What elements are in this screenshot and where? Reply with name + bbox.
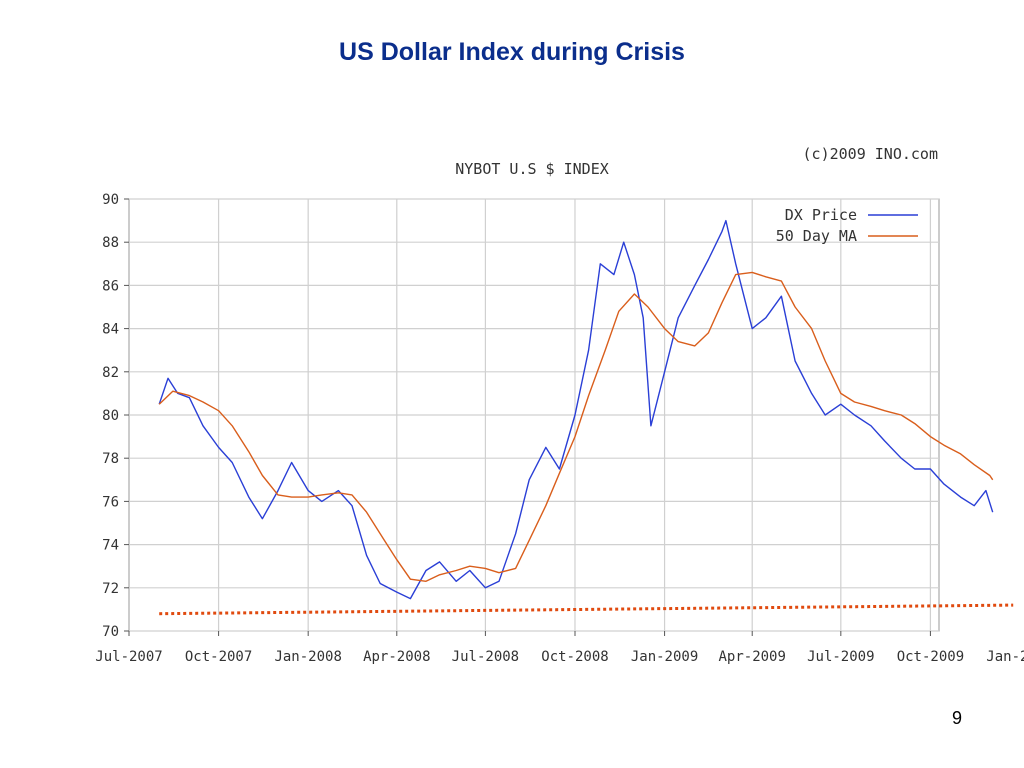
grid [128,198,940,632]
y-tick-label: 78 [102,451,119,467]
slide-title: US Dollar Index during Crisis [339,38,685,66]
series-line-dx-price [158,219,994,600]
y-tick-label: 90 [102,192,119,208]
y-tick-label: 88 [102,235,119,251]
x-tick-label: Oct-2009 [897,649,964,665]
x-tick-label: Jan-2008 [274,649,341,665]
page-number: 9 [951,708,962,728]
y-tick-label: 76 [102,494,119,510]
y-tick-label: 70 [102,624,119,640]
series-line-50-day-ma [158,271,994,582]
chart-title: NYBOT U.S $ INDEX [455,160,609,178]
series-layer [158,219,1014,616]
y-tick-label: 82 [102,365,119,381]
support-line [159,603,1014,616]
x-tick-label: Apr-2009 [718,649,785,665]
chart-credit: (c)2009 INO.com [803,145,938,163]
x-tick-label: Oct-2008 [541,649,608,665]
y-tick-label: 72 [102,581,119,597]
y-tick-label: 86 [102,278,119,294]
legend-label: DX Price [785,206,857,224]
legend-label: 50 Day MA [776,227,857,245]
y-tick-label: 84 [102,322,119,338]
x-tick-label: Jul-2007 [95,649,162,665]
x-tick-label: Apr-2008 [363,649,430,665]
x-tick-label: Jul-2009 [807,649,874,665]
y-tick-label: 80 [102,408,119,424]
axes: 70 72 74 76 78 80 82 84 86 88 90 Jul-2007 Oct-2007 Ja… [95,192,1024,665]
y-tick-label: 74 [102,538,119,554]
x-tick-label: Oct-2007 [185,649,252,665]
x-tick-label: Jan-2009 [631,649,698,665]
x-tick-label: Jul-2008 [452,649,519,665]
x-tick-label: Jan-2010 [986,649,1024,665]
legend: DX Price 50 Day MA [776,206,918,245]
